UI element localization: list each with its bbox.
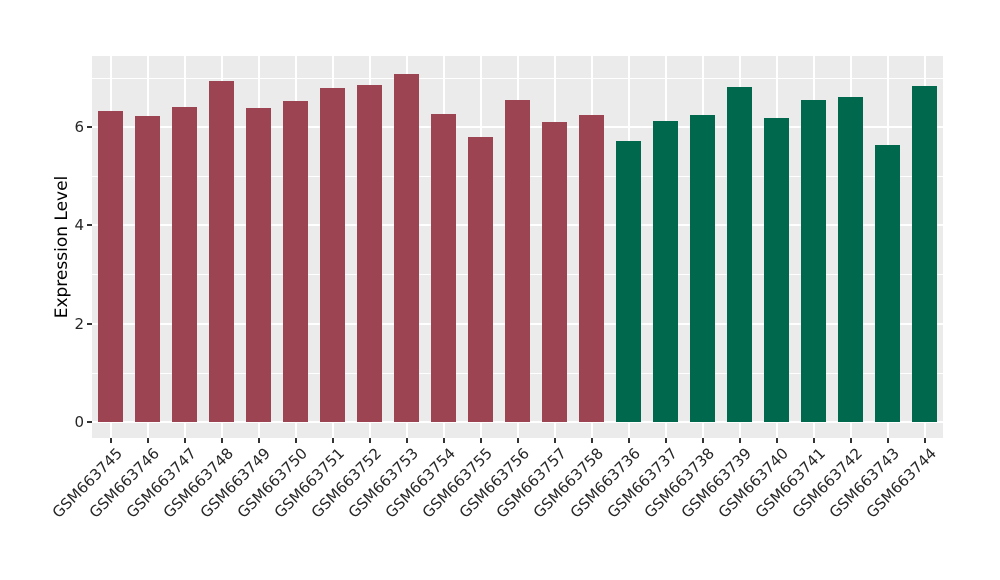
y-tick-mark [87, 224, 92, 227]
x-tick-mark [183, 438, 186, 443]
x-tick-mark [368, 438, 371, 443]
x-tick-mark [405, 438, 408, 443]
x-tick-mark [849, 438, 852, 443]
x-tick-mark [442, 438, 445, 443]
bar [912, 86, 937, 422]
bar [505, 100, 530, 422]
y-tick-label: 6 [74, 117, 84, 136]
bar [690, 114, 715, 422]
bar [838, 97, 863, 422]
x-tick-mark [664, 438, 667, 443]
x-tick-mark [220, 438, 223, 443]
bar [764, 117, 789, 422]
bar [542, 121, 567, 422]
bar [579, 115, 604, 422]
plot-panel [92, 56, 943, 438]
x-tick-mark [627, 438, 630, 443]
x-tick-mark [479, 438, 482, 443]
bar [246, 108, 271, 422]
bar [875, 144, 900, 422]
bar [172, 107, 197, 422]
x-tick-mark [775, 438, 778, 443]
bar [320, 88, 345, 422]
bar [431, 113, 456, 422]
x-tick-mark [590, 438, 593, 443]
bar [357, 85, 382, 422]
bar [801, 99, 826, 422]
bar [98, 110, 123, 422]
x-tick-mark [331, 438, 334, 443]
bar [283, 100, 308, 422]
x-tick-mark [146, 438, 149, 443]
x-tick-mark [812, 438, 815, 443]
bar [135, 116, 160, 422]
bar [468, 137, 493, 422]
bar [727, 87, 752, 422]
x-tick-mark [738, 438, 741, 443]
y-tick-label: 0 [74, 413, 84, 431]
x-tick-mark [886, 438, 889, 443]
x-tick-mark [553, 438, 556, 443]
x-tick-mark [257, 438, 260, 443]
bar [209, 80, 234, 422]
y-tick-label: 2 [74, 314, 84, 333]
y-tick-label: 4 [74, 216, 84, 235]
x-tick-mark [516, 438, 519, 443]
bar [653, 120, 678, 422]
x-tick-mark [109, 438, 112, 443]
y-axis-title: Expression Level [52, 175, 72, 319]
y-tick-mark [87, 322, 92, 325]
x-tick-mark [701, 438, 704, 443]
bar [394, 74, 419, 422]
bar [616, 141, 641, 422]
x-tick-mark [923, 438, 926, 443]
x-tick-mark [294, 438, 297, 443]
y-tick-mark [87, 125, 92, 128]
y-tick-mark [87, 421, 92, 423]
